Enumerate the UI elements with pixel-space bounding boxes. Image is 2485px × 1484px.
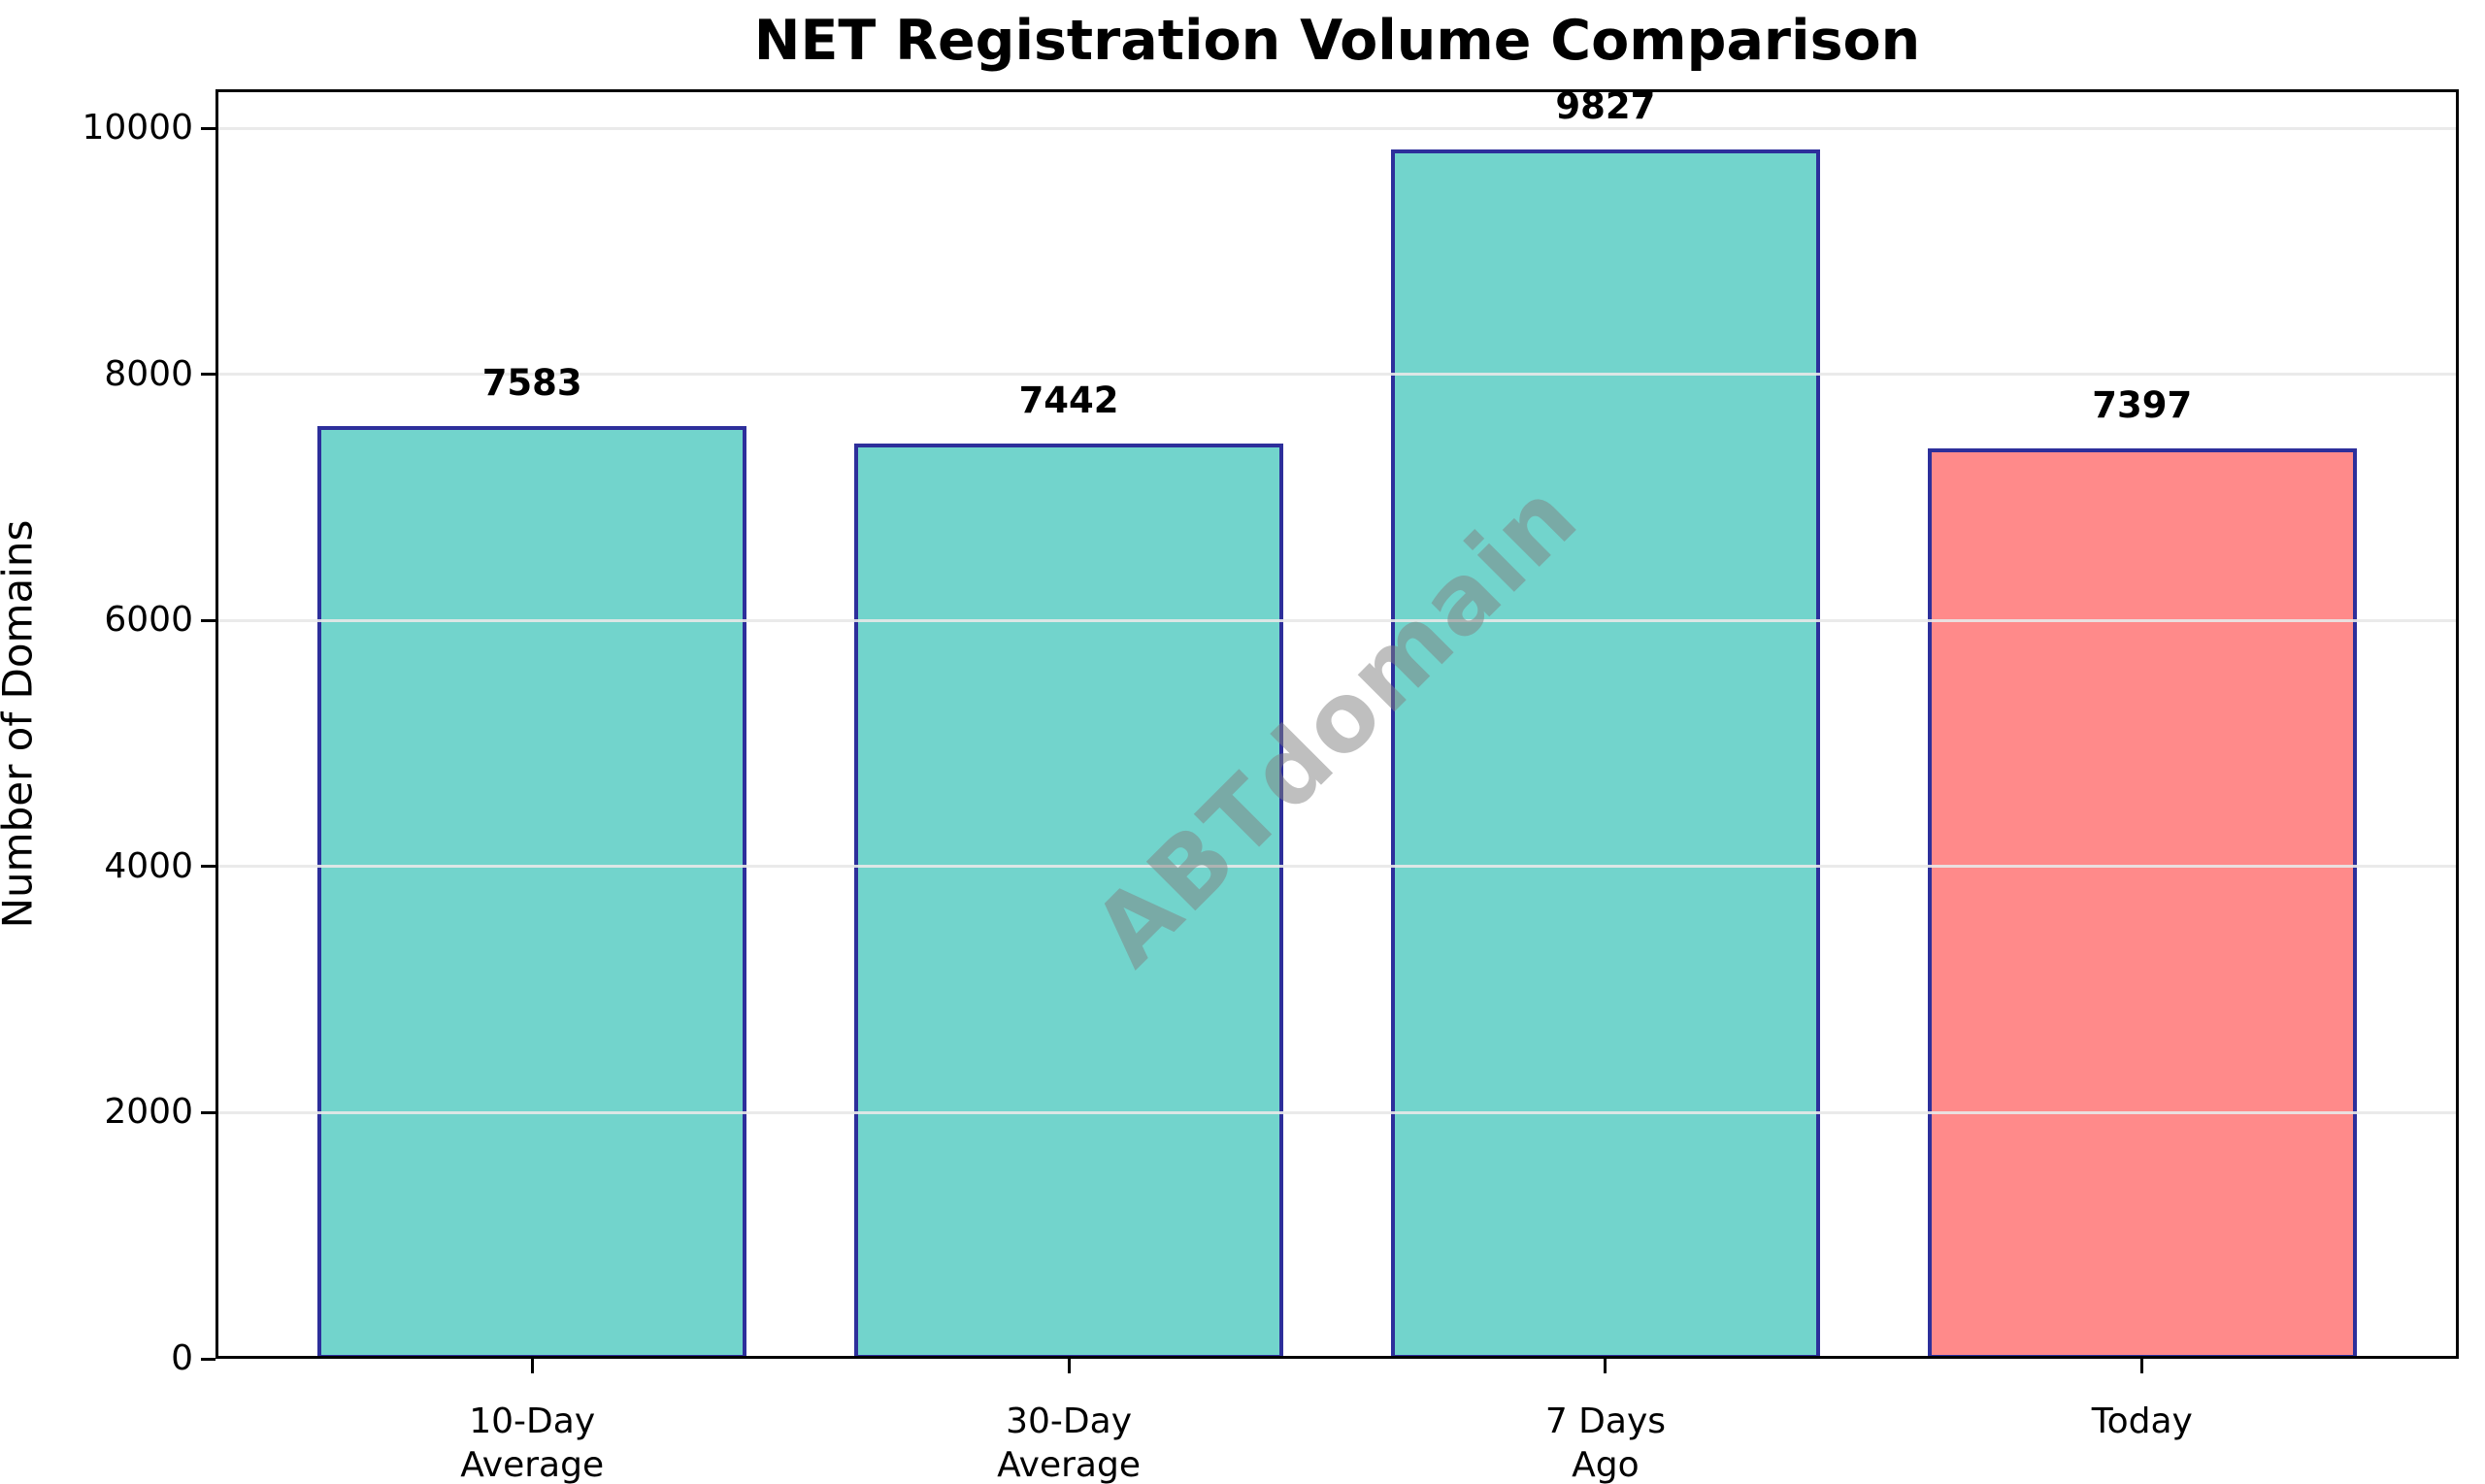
y-tick — [201, 618, 215, 622]
y-tick-label: 2000 — [104, 1092, 193, 1133]
x-tick — [2140, 1359, 2144, 1373]
bar — [1390, 149, 1821, 1359]
y-tick-label: 10000 — [82, 108, 193, 148]
x-tick — [530, 1359, 534, 1373]
x-tick — [1604, 1359, 1607, 1373]
x-tick-label: 30-Day Average — [997, 1402, 1141, 1484]
bar-value-label: 7397 — [2092, 384, 2193, 427]
chart-title: NET Registration Volume Comparison — [753, 9, 1921, 73]
bar-value-label: 7583 — [481, 361, 582, 404]
x-tick — [1067, 1359, 1071, 1373]
bar — [317, 425, 747, 1359]
bar — [853, 443, 1284, 1359]
y-tick-label: 8000 — [104, 353, 193, 394]
y-tick-label: 4000 — [104, 845, 193, 886]
y-tick — [201, 1110, 215, 1114]
bar — [1927, 448, 2357, 1359]
y-tick — [201, 865, 215, 869]
x-tick-label: Today — [2091, 1402, 2193, 1441]
x-tick-label: 7 Days Ago — [1544, 1402, 1667, 1484]
x-tick-label: 10-Day Average — [460, 1402, 605, 1484]
y-tick — [201, 373, 215, 377]
y-tick — [201, 1357, 215, 1361]
y-tick — [201, 126, 215, 130]
y-tick-label: 6000 — [104, 600, 193, 641]
y-tick-label: 0 — [171, 1338, 193, 1378]
bar-value-label: 9827 — [1555, 85, 1656, 128]
bar-value-label: 7442 — [1018, 379, 1119, 421]
